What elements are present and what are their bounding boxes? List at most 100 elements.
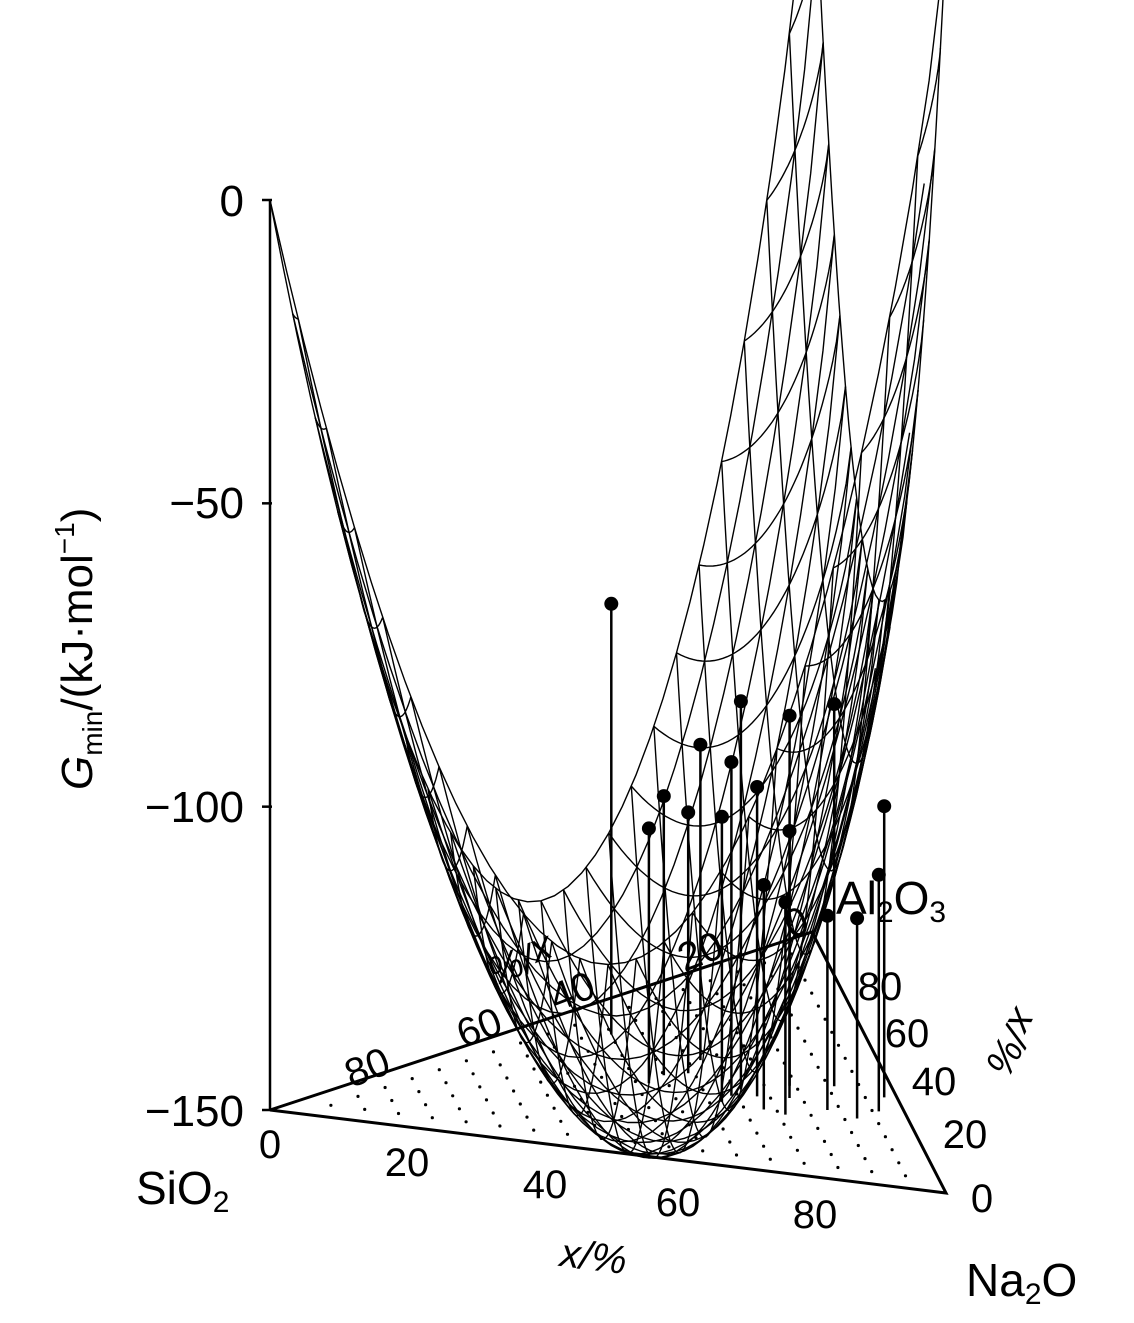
data-point [656,789,671,804]
base-dot [850,1069,854,1073]
base-dot [836,1043,841,1047]
mesh-line [517,668,877,1094]
base-dot [836,1165,840,1170]
base-dot [870,1170,874,1174]
base-dot [701,1027,705,1031]
base-dot [498,1063,502,1067]
base-dot [877,1122,881,1126]
mesh-line [917,47,942,157]
base-dot [667,1145,671,1149]
data-points [604,596,892,926]
base-dot [870,1108,874,1113]
front-axis-title: x/% [556,1231,630,1283]
data-point [827,697,842,712]
data-point [782,824,797,838]
right-tick-label: 80 [858,965,903,1009]
base-dot [613,1101,617,1106]
base-dot [762,1144,766,1148]
base-dot [484,1098,489,1102]
data-point [850,911,865,926]
front-tick-label: 60 [656,1181,701,1225]
base-dot [816,1004,821,1008]
base-dot [464,1059,468,1063]
z-axis-title-unit: /(kJ·mol [53,554,102,710]
mesh-line [404,734,440,799]
base-dot [795,1148,800,1152]
data-drop-lines [610,603,886,1119]
mesh-line [291,183,925,1017]
base-dot [620,1114,624,1119]
base-dot [883,1135,888,1139]
left-tick-label: 80 [339,1039,396,1096]
vertex-label-al2o3: Al2O3 [836,872,946,929]
base-dot [491,1111,495,1115]
base-dot [749,996,753,1000]
base-dot [776,1048,780,1052]
mesh-line [359,595,384,629]
mesh-line [630,786,722,1154]
mesh-line [337,239,930,1096]
vertex-sio2-sub: 2 [213,1186,230,1219]
right-axis-title: x/% [976,1001,1047,1082]
mesh-line [698,315,841,567]
base-dot [823,1078,827,1082]
base-dot [417,1090,421,1094]
base-dot [525,1054,529,1058]
mesh-line [382,390,919,1144]
data-point [641,821,656,836]
mesh-line [427,500,908,1159]
vertex-na2o-main: Na [966,1254,1025,1306]
right-tick-label: 40 [912,1060,957,1104]
base-dot [816,1126,820,1130]
base-dot [863,1157,867,1161]
base-dot [565,1132,570,1136]
base-dot [816,1065,820,1069]
mesh-line [540,900,609,1117]
data-point [693,737,708,752]
base-dot [803,978,807,982]
base-dot [430,1116,434,1120]
mesh-line [337,511,356,533]
base-dot [464,1120,468,1124]
mesh-line [517,900,581,1085]
right-tick-label: 60 [885,1012,930,1056]
mesh-line [450,832,496,937]
mesh-line [466,447,852,1155]
base-dot [674,1097,678,1101]
mesh-line [653,447,852,749]
mesh-line [382,670,412,718]
mesh-line [410,315,841,1123]
base-dot [856,1143,860,1148]
data-point [724,755,739,770]
mesh-line [860,239,930,454]
mesh-line [562,889,637,1140]
mesh-line [608,832,694,1159]
mesh-line [427,788,468,872]
base-dot [525,1115,529,1119]
mesh-line [495,888,553,1044]
base-dot [518,1102,522,1106]
base-dot [755,1131,759,1135]
base-dot [728,1140,732,1144]
base-dot [830,1030,834,1034]
z-tick-label: 0 [220,177,244,226]
base-dot [863,1095,867,1100]
base-dot [329,1103,333,1107]
z-tick-label: −100 [145,783,244,832]
surface-mesh [269,0,944,1159]
vertex-na2o-tail: O [1042,1254,1078,1306]
mesh-line [522,538,863,1156]
data-point [714,809,729,824]
base-dot [363,1107,367,1111]
mesh-line [585,867,665,1154]
data-point [681,805,696,820]
base-dot [748,1057,753,1061]
base-dot [897,1161,901,1165]
base-dot [451,1094,455,1098]
base-dot [890,1148,894,1152]
right-tick-label: 0 [971,1177,993,1221]
base-dot [708,1101,712,1105]
data-point [782,708,797,723]
data-point [820,908,835,923]
base-dot [471,1072,475,1076]
